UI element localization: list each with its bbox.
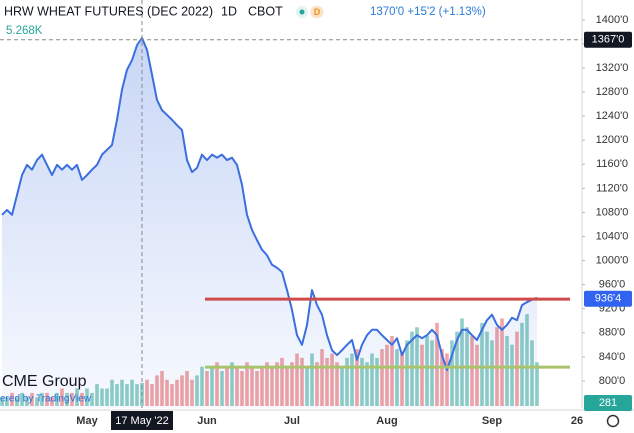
brand: CME Group	[2, 373, 87, 390]
x-tick-label: Jul	[284, 415, 300, 427]
y-tick-label: 800'0	[599, 375, 626, 387]
x-tick-label: May	[76, 415, 98, 427]
y-tick-label: 960'0	[599, 279, 626, 291]
crosshair-volume: 5.268K	[6, 25, 43, 37]
y-tick-label: 1280'0	[596, 86, 629, 98]
interval: 1D	[221, 4, 237, 18]
plot-area	[0, 36, 570, 409]
y-tick-label: 1400'0	[596, 14, 629, 26]
visibility-dot	[299, 9, 305, 15]
x-tick-label: Aug	[376, 415, 397, 427]
x-tick-label: Sep	[482, 415, 502, 427]
price-axis-bg	[582, 0, 634, 433]
last-volume-box	[584, 395, 632, 411]
y-tick-label: 1240'0	[596, 110, 629, 122]
badge-circle[interactable]	[310, 5, 324, 19]
powered-by: ered by TradingView	[0, 394, 92, 405]
y-tick-label: 1200'0	[596, 134, 629, 146]
x-tick-label: 26	[571, 415, 583, 427]
settings-button[interactable]	[606, 414, 620, 428]
y-tick-label: 1160'0	[596, 158, 628, 170]
y-tick-label: 1040'0	[596, 230, 629, 242]
y-tick-label: 1120'0	[596, 182, 628, 194]
quote: 1370'0 +15'2 (+1.13%)	[370, 6, 486, 18]
crosshair-price-box	[584, 31, 632, 48]
last-volume: 281	[599, 397, 617, 409]
price-area	[2, 37, 537, 409]
badge: D	[314, 7, 321, 17]
x-tick-label: Jun	[197, 415, 217, 427]
last-price-box	[584, 290, 632, 307]
crosshair-date-box	[111, 411, 173, 430]
y-tick-label: 880'0	[599, 327, 626, 339]
y-tick-label: 1320'0	[596, 62, 629, 74]
exchange: CBOT	[248, 4, 283, 18]
last-price: 936'4	[595, 293, 622, 305]
chart-title: HRW WHEAT FUTURES (DEC 2022)	[4, 4, 213, 18]
crosshair-price: 1367'0	[592, 34, 625, 46]
y-tick-label: 840'0	[599, 351, 626, 363]
y-tick-label: 1080'0	[596, 206, 629, 218]
crosshair-date: 17 May '22	[115, 415, 168, 427]
volume-bar	[0, 397, 4, 406]
y-tick-label: 1000'0	[596, 254, 629, 266]
